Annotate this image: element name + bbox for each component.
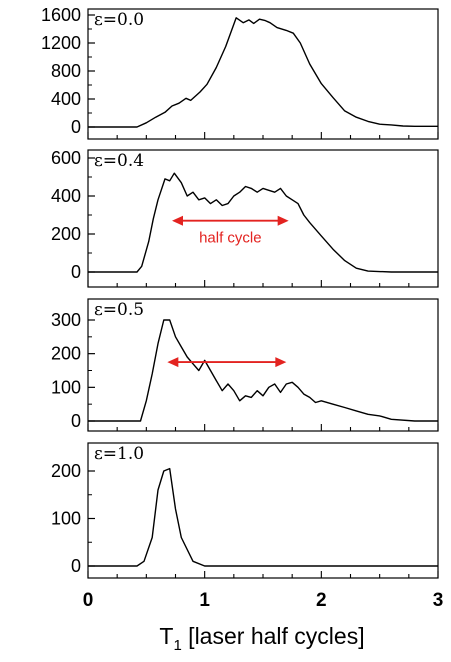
x-axis-label-sub: 1 (173, 637, 181, 654)
y-tick-label: 0 (71, 556, 81, 576)
x-tick-label: 3 (433, 590, 444, 611)
y-tick-label: 400 (51, 186, 81, 206)
series-line (88, 17, 438, 128)
x-tick-label: 2 (316, 590, 327, 611)
arrow-head-left (172, 215, 183, 226)
y-tick-label: 1200 (41, 33, 81, 53)
y-tick-label: 200 (51, 344, 81, 364)
panel-2: 0 200 400 600 ε=0.4 half cycle (51, 148, 439, 288)
panel-4: 0 100 200 ε=1.0 (51, 442, 439, 579)
annotation-label: half cycle (199, 230, 262, 247)
series-line (88, 319, 438, 422)
panel-label: ε=0.4 (94, 151, 144, 171)
panel-label: ε=1.0 (94, 444, 144, 464)
series-line (88, 172, 438, 273)
y-tick-label: 200 (51, 224, 81, 244)
y-tick-label: 0 (71, 411, 81, 431)
y-tick-label: 1600 (41, 5, 81, 25)
series-line (88, 467, 438, 567)
y-tick-label: 0 (71, 262, 81, 282)
y-tick-label: 100 (51, 509, 81, 529)
x-tick-label: 0 (83, 590, 94, 611)
y-tick-label: 300 (51, 310, 81, 330)
panel-1: 0 400 800 1200 1600 ε=0.0 (41, 5, 439, 140)
arrow-head-right (277, 215, 289, 226)
double-arrow-annotation: half cycle (172, 215, 289, 247)
y-tick-label: 200 (51, 461, 81, 481)
x-axis-label: T1 [laser half cycles] (159, 623, 364, 654)
x-tick-label: 1 (199, 590, 210, 611)
panel-label: ε=0.5 (94, 300, 144, 320)
x-axis-label-main: T (159, 623, 173, 649)
double-arrow-annotation (167, 357, 287, 368)
y-tick-label: 800 (51, 61, 81, 81)
arrow-head-right (275, 357, 287, 368)
panel-3: 0 100 200 300 ε=0.5 (51, 298, 439, 432)
x-axis-label-rest: [laser half cycles] (182, 623, 365, 649)
y-tick-label: 400 (51, 89, 81, 109)
y-tick-label: 0 (71, 117, 81, 137)
arrow-head-left (167, 357, 179, 368)
y-tick-label: 600 (51, 148, 81, 168)
y-tick-label: 100 (51, 377, 81, 397)
panel-label: ε=0.0 (94, 10, 144, 30)
